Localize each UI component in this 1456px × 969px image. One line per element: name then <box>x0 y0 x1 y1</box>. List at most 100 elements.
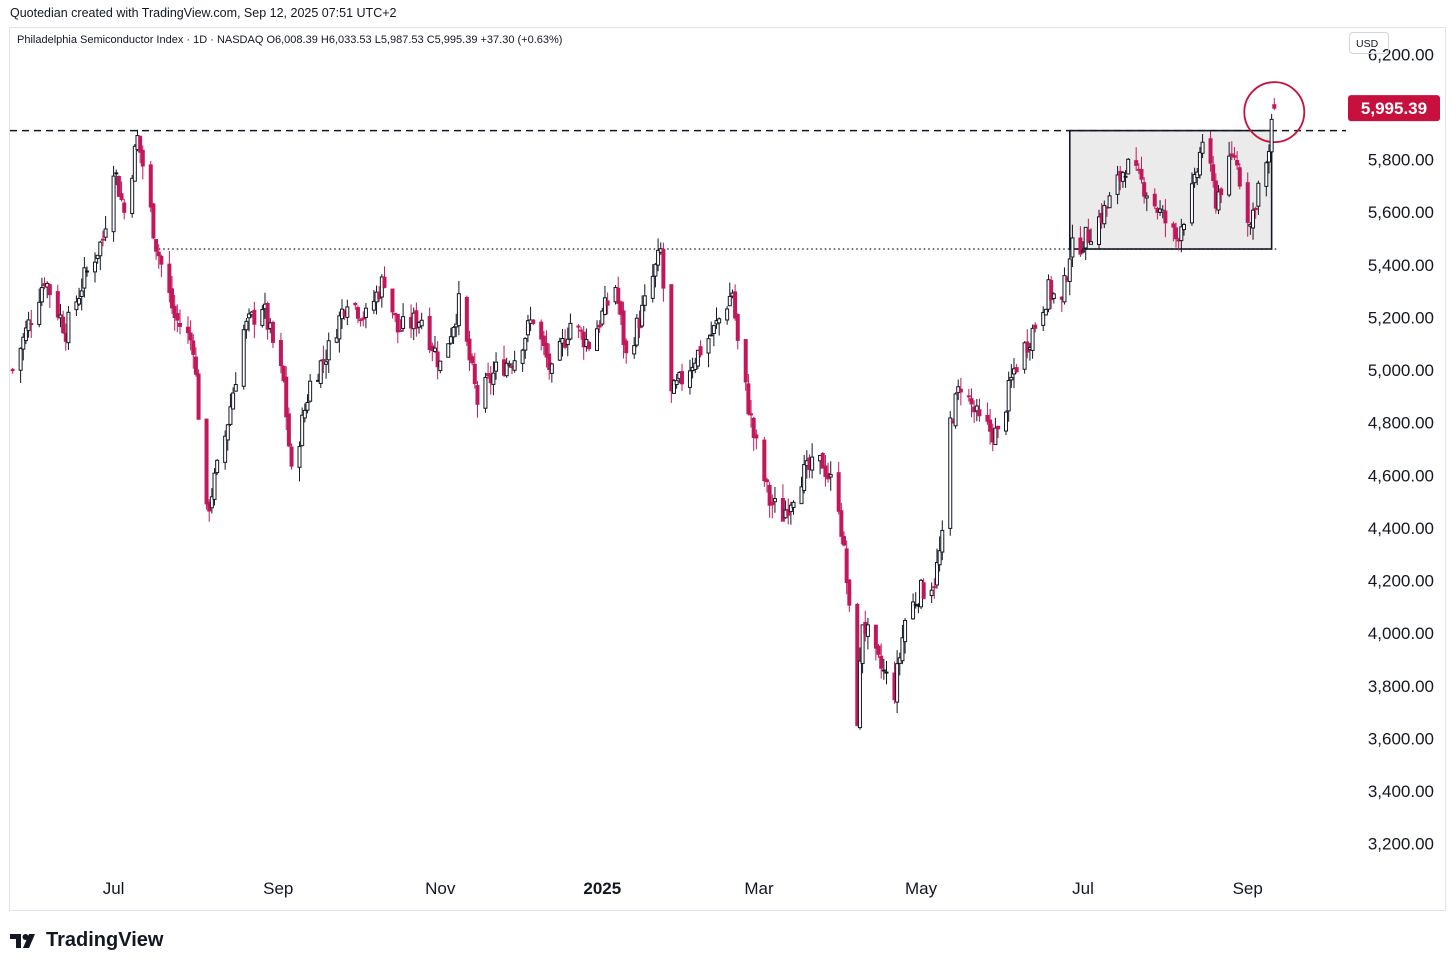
candle-body <box>507 363 512 366</box>
candle-body <box>520 349 525 364</box>
candle-body <box>602 297 607 315</box>
candle-body <box>18 347 23 371</box>
candle-body <box>475 385 480 405</box>
candle-body <box>1006 379 1011 412</box>
candle-body <box>1062 275 1067 303</box>
candle-body <box>151 203 156 239</box>
candle-body <box>985 414 990 422</box>
candle-body <box>642 295 647 306</box>
candle-body <box>1102 204 1107 225</box>
candle-body <box>456 293 461 327</box>
candle-body <box>193 356 198 375</box>
candle-body <box>727 295 732 307</box>
candle-body <box>1022 342 1027 370</box>
candle-body <box>884 671 889 674</box>
symbol-info-line[interactable]: Philadelphia Semiconductor Index · 1D · … <box>17 34 563 46</box>
candle-body <box>29 322 34 325</box>
candle-body <box>568 322 573 340</box>
brand-name: TradingView <box>46 929 164 951</box>
candle-body <box>911 601 916 620</box>
x-tick-label: Mar <box>744 879 774 898</box>
candle-body <box>297 445 302 468</box>
candle-body <box>1256 182 1261 207</box>
y-tick-label: 5,000.00 <box>1368 361 1434 380</box>
candle-body <box>265 303 270 330</box>
candle-body <box>881 669 886 672</box>
candle-body <box>414 310 419 329</box>
candle-body <box>1086 229 1091 243</box>
annotations-layer <box>10 81 1346 250</box>
candle-body <box>895 663 900 703</box>
candle-body <box>948 417 953 529</box>
candle-body <box>1081 250 1086 253</box>
candle-body <box>140 149 145 167</box>
y-tick-label: 3,800.00 <box>1368 677 1434 696</box>
candle-body <box>1067 258 1072 282</box>
candle-body <box>74 301 79 311</box>
candle-body <box>47 284 52 296</box>
candle-body <box>483 376 488 409</box>
candle-body <box>788 504 793 513</box>
breakout-circle-marker <box>1243 81 1306 144</box>
candle-body <box>820 453 825 469</box>
candle-body <box>764 479 769 483</box>
candle-body <box>1253 207 1258 211</box>
candle-body <box>154 239 159 252</box>
candle-body <box>103 228 108 238</box>
candle-body <box>1229 153 1234 157</box>
candle-body <box>398 329 403 332</box>
chart-frame <box>9 27 1446 911</box>
candle-body <box>772 498 777 503</box>
candle-body <box>1216 191 1221 211</box>
candle-body <box>547 353 552 371</box>
candle-body <box>1269 118 1274 153</box>
y-tick-label: 4,400.00 <box>1368 519 1434 538</box>
candle-body <box>467 338 472 361</box>
candle-body <box>523 337 528 351</box>
tradingview-brand[interactable]: TradingView <box>10 929 163 952</box>
candle-body <box>58 314 63 319</box>
candle-body <box>531 319 536 324</box>
candle-body <box>544 342 549 358</box>
candle-body <box>1043 308 1048 316</box>
y-tick-label: 3,400.00 <box>1368 782 1434 801</box>
y-tick-label: 5,200.00 <box>1368 308 1434 327</box>
currency-selector[interactable]: USD <box>1349 32 1389 54</box>
candle-body <box>1123 175 1128 178</box>
candle-body <box>669 284 674 392</box>
candle-body <box>751 417 756 439</box>
candle-body <box>634 317 639 346</box>
candle-body <box>1152 193 1157 207</box>
candle-body <box>762 439 767 482</box>
x-tick-label: Jul <box>1072 879 1094 898</box>
candle-body <box>549 363 554 374</box>
candle-body <box>95 254 100 260</box>
candle-body <box>679 371 684 385</box>
candle-body <box>587 341 592 350</box>
candle-body <box>353 302 358 306</box>
candle-body <box>438 360 443 372</box>
candle-body <box>111 175 116 233</box>
candle-body <box>278 339 283 367</box>
candle-body <box>1200 141 1205 154</box>
candle-body <box>284 376 289 418</box>
candle-body <box>215 459 220 474</box>
y-tick-label: 5,600.00 <box>1368 203 1434 222</box>
candle-body <box>446 343 451 358</box>
x-tick-label: Sep <box>1233 879 1263 898</box>
x-tick-label: May <box>905 879 938 898</box>
candle-body <box>188 332 193 341</box>
candle-body <box>355 307 360 319</box>
candle-body <box>451 326 456 338</box>
candle-body <box>1208 138 1213 164</box>
x-tick-label: Sep <box>263 879 293 898</box>
candle-body <box>448 336 453 344</box>
candle-body <box>616 287 621 304</box>
candle-body <box>632 345 637 355</box>
candle-body <box>1004 411 1009 432</box>
candle-body <box>337 315 342 340</box>
candle-body <box>1235 159 1240 166</box>
candle-body <box>204 418 209 505</box>
candle-body <box>903 619 908 643</box>
